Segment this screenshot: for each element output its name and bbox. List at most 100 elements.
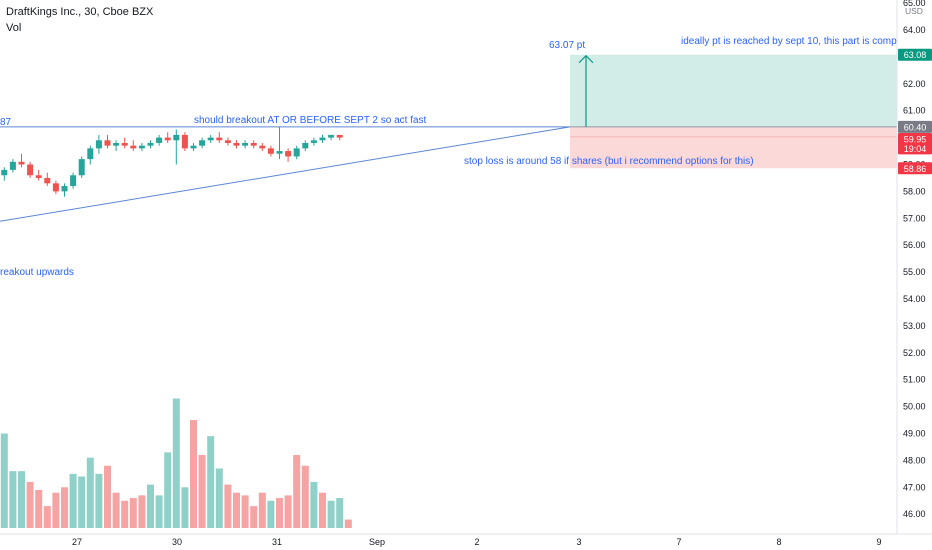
left-level-label: 87 <box>0 117 12 128</box>
y-tick-label: 51.00 <box>903 375 926 385</box>
candle-body <box>293 148 300 157</box>
volume-bar <box>241 495 249 528</box>
volume-bar <box>104 465 111 528</box>
volume-bar <box>233 492 240 528</box>
candle-body <box>310 140 317 143</box>
volume-bar <box>190 420 197 528</box>
price-badge-label: 59.95 <box>904 134 927 144</box>
volume-bar <box>181 487 189 528</box>
y-tick-label: 52.00 <box>903 348 926 358</box>
volume-bar <box>138 495 146 528</box>
candle-body <box>302 142 309 149</box>
trend-lines <box>0 126 897 222</box>
volume-bar <box>207 436 215 528</box>
volume-bar <box>224 484 232 528</box>
y-tick-label: 53.00 <box>903 321 926 331</box>
candle-body <box>70 175 77 187</box>
price-badge-label: 63.08 <box>904 50 927 60</box>
volume-bar <box>35 489 43 528</box>
volume-bar <box>284 495 292 528</box>
candle-body <box>138 145 145 149</box>
y-tick-label: 58.00 <box>903 186 926 196</box>
candle-body <box>156 137 163 143</box>
candles <box>1 126 343 197</box>
candle-body <box>18 161 25 165</box>
candle-body <box>164 137 171 141</box>
time-axis[interactable]: 27 30 31 Sep 2 3 7 8 9 <box>0 533 932 547</box>
volume-bar <box>95 473 103 528</box>
candle-body <box>27 164 34 176</box>
candle-body <box>78 159 85 176</box>
x-tick-label: 8 <box>776 537 781 547</box>
candle-body <box>1 169 8 176</box>
candle-body <box>9 161 16 170</box>
volume-bar <box>0 433 8 528</box>
price-badge <box>898 142 932 155</box>
stop-zone <box>570 126 897 169</box>
candle-body <box>121 142 128 146</box>
candle-body <box>207 137 214 141</box>
price-badge-label: 58.86 <box>904 164 927 174</box>
symbol-title[interactable]: DraftKings Inc., 30, Cboe BZX <box>6 6 154 18</box>
axis-currency: USD <box>905 6 923 16</box>
y-tick-label: 47.00 <box>903 482 926 492</box>
x-tick-label: 9 <box>876 537 881 547</box>
volume-bar <box>112 492 120 528</box>
candle-body <box>113 142 120 146</box>
candle-body <box>87 148 94 160</box>
x-tick-label: 7 <box>676 537 681 547</box>
breakout-note: should breakout AT OR BEFORE SEPT 2 so a… <box>194 115 427 126</box>
volume-bar <box>344 519 352 528</box>
volume-bar <box>78 476 86 528</box>
x-tick-label: 31 <box>272 537 282 547</box>
candle-body <box>233 142 240 146</box>
volume-bar <box>215 468 223 528</box>
volume-bar <box>336 498 344 528</box>
y-tick-label: 56.00 <box>903 240 926 250</box>
x-tick-label: 3 <box>576 537 581 547</box>
x-tick-label: 2 <box>474 537 479 547</box>
volume-bar <box>319 492 326 528</box>
volume-bar <box>327 500 335 528</box>
candle-body <box>242 142 249 146</box>
volume-bar <box>172 398 180 528</box>
volume-bar <box>267 500 275 528</box>
candle-body <box>224 140 231 143</box>
y-tick-label: 54.00 <box>903 294 926 304</box>
price-badge <box>898 48 932 61</box>
y-tick-label: 62.00 <box>903 79 926 89</box>
volume-bar <box>310 481 318 528</box>
volume-bar <box>147 484 154 528</box>
y-tick-label: 65.00 <box>903 0 926 8</box>
price-axis-bg <box>897 0 932 534</box>
volume-bar <box>129 498 137 528</box>
stop-note: stop loss is around 58 if shares (but i … <box>464 156 754 167</box>
volume-bar <box>18 471 25 528</box>
volume-bars <box>0 398 352 528</box>
volume-bar <box>61 487 68 528</box>
volume-bar <box>276 498 283 528</box>
y-tick-label: 64.00 <box>903 25 926 35</box>
volume-bar <box>69 473 77 528</box>
volume-bar <box>86 457 94 528</box>
volume-label[interactable]: Vol <box>6 22 22 34</box>
y-tick-label: 57.00 <box>903 213 926 223</box>
price-badge-label: 19:04 <box>904 144 927 154</box>
candle-body <box>35 175 42 178</box>
candle-body <box>173 134 180 141</box>
volume-bar <box>26 481 34 528</box>
candle-body <box>285 151 292 157</box>
candle-body <box>61 186 68 192</box>
y-tick-label: 50.00 <box>903 402 926 412</box>
candle-body <box>336 134 343 138</box>
price-axis[interactable]: USD65.0064.0063.0062.0061.0060.0059.0058… <box>896 0 932 534</box>
volume-bar <box>9 471 17 528</box>
position-zones <box>570 54 897 169</box>
volume-bar <box>164 452 172 528</box>
candle-body <box>190 145 197 149</box>
chart-legend: DraftKings Inc., 30, Cboe BZX Vol <box>6 4 153 36</box>
volume-bar <box>301 465 309 528</box>
volume-bar <box>258 492 266 528</box>
price-badge <box>898 120 932 133</box>
